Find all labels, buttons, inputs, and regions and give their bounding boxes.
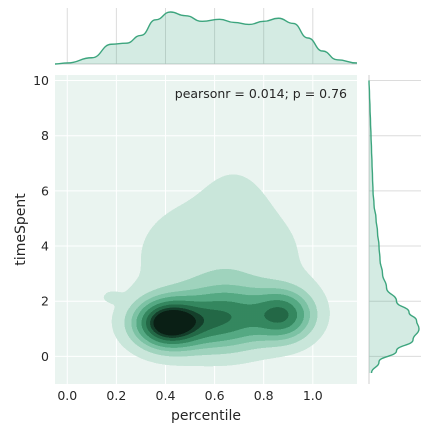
x-tick-label: 0.0 [57,388,77,403]
y-tick-label: 6 [41,183,49,198]
y-marginal-density [368,75,421,384]
y-tick-label: 10 [33,73,49,88]
x-tick-label: 0.6 [205,388,225,403]
y-tick-label: 8 [41,128,49,143]
y-tick-label: 2 [41,294,49,309]
x-marginal-fill [55,12,357,64]
y-marginal-fill [369,80,419,373]
pearson-annotation: pearsonr = 0.014; p = 0.76 [175,86,347,101]
density-contours [103,174,330,367]
x-marginal-line [54,11,358,65]
x-marginal-density [54,8,358,65]
x-tick-label: 0.2 [106,388,126,403]
x-marginal-grid [55,8,357,65]
y-axis-label: timeSpent [13,193,29,266]
density-level-8 [153,309,196,336]
y-tick-label: 0 [41,349,49,364]
x-tick-label: 0.8 [254,388,274,403]
x-axis-label: percentile [171,408,241,424]
y-marginal-grid [368,75,421,384]
x-tick-label: 0.4 [156,388,176,403]
y-marginal-line [368,80,420,374]
x-tick-label: 1.0 [303,388,323,403]
x-axis-ticks: 0.0 0.2 0.4 0.6 0.8 1.0 [57,388,322,403]
y-tick-label: 4 [41,239,49,254]
y-axis-ticks: 0 2 4 6 8 10 [33,73,49,364]
joint-kde-plot: pearsonr = 0.014; p = 0.76 [55,75,357,384]
